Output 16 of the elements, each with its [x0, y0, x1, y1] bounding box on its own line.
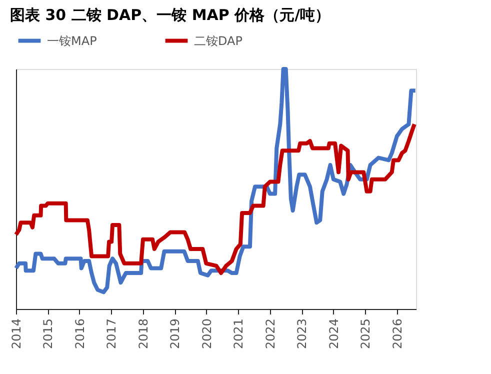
x-tick-label: 2014: [10, 318, 24, 350]
x-tick-label: 2025: [358, 318, 373, 350]
x-tick-label: 2018: [136, 318, 150, 350]
x-tick-label: 2021: [232, 318, 246, 350]
x-tick-label: 2023: [295, 318, 310, 350]
x-tick-label: 2020: [200, 318, 214, 350]
chart-title: 图表 30 二铵 DAP、一铵 MAP 价格（元/吨）: [10, 6, 330, 24]
x-tick-label: 2026: [390, 318, 404, 350]
x-tick-label: 2019: [168, 318, 182, 350]
legend-label: 一铵MAP: [47, 34, 97, 48]
x-tick-label: 2017: [104, 318, 119, 350]
x-tick-label: 2015: [41, 318, 56, 350]
legend-label: 二铵DAP: [194, 34, 242, 48]
x-tick-label: 2024: [326, 318, 341, 350]
x-tick-label: 2022: [263, 318, 278, 350]
x-tick-label: 2016: [72, 318, 87, 350]
